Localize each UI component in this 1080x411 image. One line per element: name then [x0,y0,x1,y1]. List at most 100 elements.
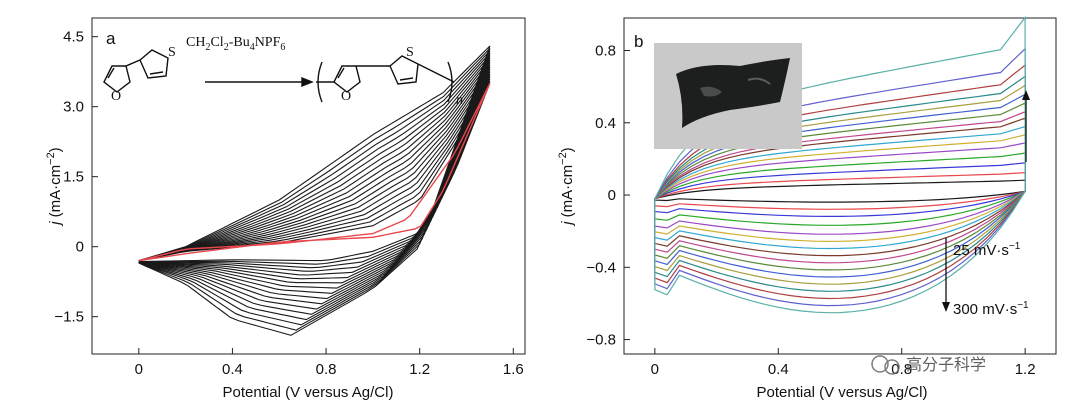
cond-sub-2b: 2 [224,42,229,53]
panel-a-ylabel-close: ) [47,147,64,152]
cond-sub-4: 4 [250,42,255,53]
reactant-thiophene-ring [139,49,169,79]
panel-a-cycle-curve [138,54,491,315]
panel-a-cycle-curve [138,59,491,305]
panel-a-cycle-curve [138,68,491,284]
cond-sub-6: 6 [280,42,285,53]
panel-b-ylabel-sup: −2 [557,152,569,165]
product-right-bond [417,63,455,83]
reaction-conditions: CH2Cl2-Bu4NPF6 [186,35,285,53]
reactant-furan-double-bond [107,67,115,79]
panel-a-ytick-label: 4.5 [63,29,84,46]
panel-b-ylabel-unit: (mA·cm [559,165,576,218]
reactant-furan-ring [103,65,131,93]
scan-rate-high: 300 mV·s−1 [953,300,1029,318]
inset-film [676,58,790,128]
panel-a-xtick-label: 1.6 [503,361,524,378]
watermark-icon-bubble [884,359,900,375]
panel-a-curves [138,45,491,336]
product-furan-ring [333,65,361,93]
panel-a-xtick-label: 0 [135,361,143,378]
reactant-link-bond [125,59,141,67]
panel-a-cycle-curve [138,52,491,321]
inset-film-sheen [747,77,771,85]
inset-film-highlight [700,86,722,97]
cond-npf: NPF [255,35,281,50]
panel-b-ytick-label: 0.8 [595,43,616,60]
panel-b-xtick-label: 1.2 [1015,361,1036,378]
cond-ch: CH [186,35,205,50]
panel-a-xtick-label: 0.4 [222,361,243,378]
panel-a-highlight-curve [138,82,491,262]
panel-a-cycle-curve [138,50,491,326]
scan-rate-arrowhead [942,302,950,312]
panel-b-label: b [634,32,643,51]
product-thiophene-ring [389,55,419,85]
panel-b: 0 0.4 0.8 1.2−0.8−0.400.40.8 b 25 mV·s−1 30… [557,15,1057,401]
cond-bu: -Bu [229,35,250,50]
inset-photo [654,43,802,149]
reactant-thiophene-double-bond [149,71,164,75]
panel-b-scan-rate-curve [654,152,1026,226]
panel-a-ytick-label: 0 [76,239,84,256]
panel-b-ytick-label: −0.8 [586,332,616,349]
panel-a-ylabel: j (mA·cm−2) [45,147,64,226]
product-sulfur: S [406,45,414,60]
panel-b-xlabel: Potential (V versus Ag/Cl) [757,384,928,401]
panel-a-frame [91,17,526,355]
panel-a-ticks: 0 0.4 0.8 1.2 1.6 −1.5 0 1.5 3.0 4.5 [54,29,523,378]
reaction-arrowhead [301,76,314,88]
reactant-sulfur: S [168,45,176,60]
panel-b-ticks: 0 0.4 0.8 1.2 −0.8 −0.4 0 0.4 0.8 [586,43,1035,378]
panel-b-ylabel: j (mA·cm−2) [557,147,576,226]
scan-rate-low: 25 mV·s−1 [953,241,1021,259]
scan-rate-low-sup: −1 [1009,241,1021,252]
panel-a-cycle-curve [138,80,491,265]
panel-a-cycle-curve [138,64,491,294]
cond-cl: Cl [210,35,223,50]
panel-a-cycle-curve [138,61,491,300]
product-furan-double-bond [337,67,345,79]
panel-a-cycle-curve [138,78,491,269]
panel-a-ytick-label: 1.5 [63,169,84,186]
panel-a-label: a [106,29,116,48]
panel-b-scan-rate-curve [654,179,1026,203]
panel-a-cycle-curve [138,66,491,289]
product-right-bracket [447,61,453,103]
scan-rate-high-sup: −1 [1017,300,1029,311]
panel-b-xtick-label: 0.4 [768,361,789,378]
panel-a-cycle-curve [138,83,491,263]
panel-b-ytick-label: 0 [608,187,616,204]
panel-a-ylabel-sup: −2 [45,152,57,165]
panel-a-cycle-curve [138,76,491,272]
increase-arrowhead [1022,90,1030,100]
panel-a-xtick-label: 0.8 [316,361,337,378]
panel-a-cycle-curve [138,45,491,336]
product-thiophene-double-bond [399,77,414,81]
panel-a-xlabel: Potential (V versus Ag/Cl) [223,384,394,401]
panel-a-ytick-label: 3.0 [63,99,84,116]
panel-a-cycle-curve [138,57,491,310]
panel-b-xtick-label: 0.8 [891,361,912,378]
reaction-scheme [103,49,455,103]
panel-a-cycle-curve [138,73,491,276]
product-oxygen: O [341,89,351,104]
scan-rate-high-value: 300 mV·s [953,301,1017,318]
scan-rate-low-value: 25 mV·s [953,242,1009,259]
panel-a-cycle-curve [138,47,491,331]
panel-b-ytick-label: −0.4 [586,259,616,276]
cond-sub-2a: 2 [205,42,210,53]
panel-a-cycle-curve [138,71,491,280]
panel-b-frame [623,17,1057,355]
product-subscript-n: n [456,93,463,108]
reactant-oxygen: O [111,89,121,104]
panel-b-xtick-label: 0 [651,361,659,378]
watermark-text: 高分子科学 [906,355,986,374]
panel-a-ylabel-j: j [47,221,64,227]
panel-b-ytick-label: 0.4 [595,115,616,132]
panel-b-ylabel-j: j [559,221,576,227]
panel-a-ylabel-unit: (mA·cm [47,165,64,218]
watermark-icon [871,355,889,373]
